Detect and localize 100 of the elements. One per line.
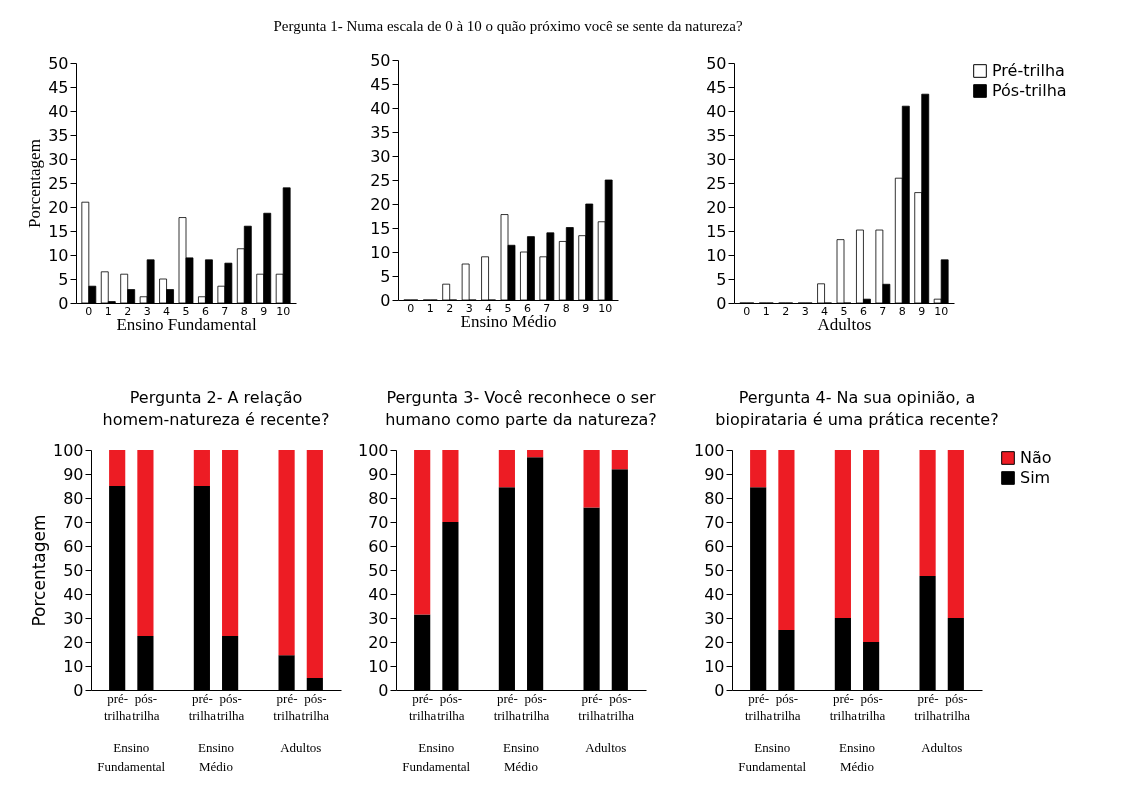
x-tick-label: pós-trilha [521,690,550,723]
y-tick-label: 10 [370,242,391,262]
y-tick-label: 80 [368,488,389,508]
y-tick-label: 35 [706,125,727,145]
y-tick-label: 15 [48,221,69,241]
y-tick-label: 25 [706,173,727,193]
x-tick-label: pré-trilha [273,690,302,723]
x-tick-label: 7 [879,304,887,318]
x-tick-label: pré-trilha [744,690,773,723]
y-tick-label: 20 [48,197,69,217]
y-tick-label: 15 [370,218,391,238]
x-tick-label: pré-trilha [914,690,943,723]
y-tick-label: 30 [706,149,727,169]
text: Ensino Fundamental [738,740,807,774]
y-tick-label: 100 [357,440,389,460]
y-tick-label: 10 [706,245,727,265]
y-tick-label: 70 [368,512,389,532]
x-tick-label: 0 [743,304,751,318]
y-tick-label: 90 [368,464,389,484]
chart-title: Pergunta 1- Numa escala de 0 à 10 o quão próximo você se sente da natureza? [273,18,743,34]
x-tick-label: pós-trilha [132,690,160,723]
text: Adultos [921,740,963,755]
x-tick-label: 8 [562,301,570,315]
y-tick-label: 50 [704,560,725,580]
y-tick-label: 20 [704,632,725,652]
y-tick-label: 20 [706,197,727,217]
y-tick-label: 15 [706,221,727,241]
y-tick-label: 25 [370,170,391,190]
y-tick-label: 40 [48,101,69,121]
x-tick-label: 1 [104,304,112,318]
y-tick-label: 10 [48,245,69,265]
y-tick-label: 40 [370,98,391,118]
x-tick-label: 9 [918,304,926,318]
x-tick-label: 1 [426,301,434,315]
y-tick-label: 40 [706,101,727,121]
y-tick-label: 60 [704,536,725,556]
x-tick-label: pré-trilha [829,690,858,723]
x-tick-label: 0 [85,304,93,318]
y-tick-label: 5 [380,266,391,286]
y-tick-label: 45 [706,77,727,97]
text: Ensino Médio [838,740,876,774]
x-tick-label: 0 [407,301,415,315]
x-tick-label: pré-trilha [578,690,607,723]
text: Adultos [585,740,627,755]
y-tick-label: 30 [370,146,391,166]
y-tick-label: 30 [48,149,69,169]
y-tick-label: 100 [693,440,725,460]
y-tick-label: 20 [370,194,391,214]
y-tick-label: 40 [368,584,389,604]
y-tick-label: 35 [48,125,69,145]
chart-title: Pergunta 4- Na sua opinião, a biopirataria é uma prática recente? [715,388,999,429]
y-tick-label: 70 [63,512,84,532]
y-tick-label: 70 [704,512,725,532]
x-tick-label: 10 [276,304,291,318]
y-tick-label: 10 [368,656,389,676]
y-tick-label: 80 [63,488,84,508]
y-tick-label: 100 [52,440,84,460]
x-tick-label: 9 [260,304,268,318]
y-tick-label: 20 [63,632,84,652]
legend-label: Pós-trilha [992,81,1067,100]
text: Ensino Médio [502,740,540,774]
y-axis-title: Porcentagem [25,139,45,228]
legend-label: Não [1020,448,1052,467]
y-tick-label: 45 [370,74,391,94]
y-tick-label: 10 [704,656,725,676]
y-tick-label: 40 [63,584,84,604]
chart-title: Pergunta 3- Você reconhece o ser humano como parte da natureza? [385,388,657,429]
x-tick-label: pós-trilha [857,690,886,723]
y-tick-label: 30 [63,608,84,628]
y-tick-label: 35 [370,122,391,142]
x-tick-label: 8 [898,304,906,318]
x-tick-label: 10 [934,304,949,318]
x-tick-label: pré-trilha [103,690,132,723]
legend-label: Sim [1020,468,1051,487]
y-tick-label: 90 [704,464,725,484]
x-tick-label: pós-trilha [942,690,971,723]
x-tick-label: pós-trilha [216,690,245,723]
text: Ensino Médio [197,740,235,774]
text: Ensino Fundamental [402,740,471,774]
text: Adultos [280,740,322,755]
x-tick-label: 3 [801,304,809,318]
y-tick-label: 80 [704,488,725,508]
legend-label: Pré-trilha [992,61,1065,80]
text: Ensino Fundamental [97,740,166,774]
y-tick-label: 50 [370,50,391,70]
y-tick-label: 50 [48,53,69,73]
x-tick-label: 1 [762,304,770,318]
y-tick-label: 90 [63,464,84,484]
y-tick-label: 30 [704,608,725,628]
x-tick-label: pós-trilha [437,690,465,723]
x-tick-label: pós-trilha [301,690,330,723]
y-tick-label: 60 [368,536,389,556]
y-tick-label: 25 [48,173,69,193]
x-tick-label: 2 [782,304,790,318]
y-tick-label: 40 [704,584,725,604]
y-tick-label: 5 [716,269,727,289]
chart-title: Pergunta 2- A relação homem-natureza é recente? [102,388,330,429]
x-tick-label: pré-trilha [408,690,437,723]
y-tick-label: 50 [63,560,84,580]
x-tick-label: 9 [582,301,590,315]
